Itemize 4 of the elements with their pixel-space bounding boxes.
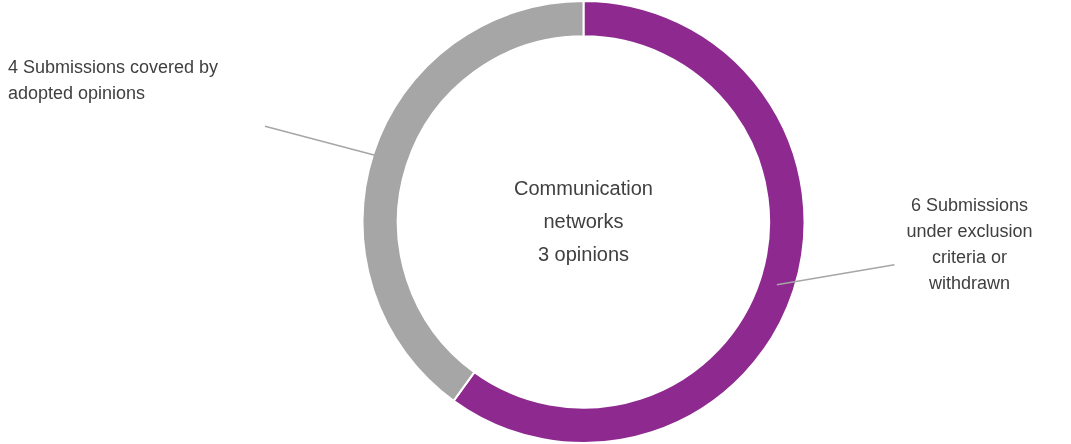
text: 3 opinions xyxy=(537,242,630,265)
text: Communication networks xyxy=(514,176,653,232)
slice-label: 4 Submissions covered by adopted opinions xyxy=(8,57,219,104)
slice-label: 6 Submissions under exclusion criteria or withdrawn xyxy=(906,194,1033,293)
